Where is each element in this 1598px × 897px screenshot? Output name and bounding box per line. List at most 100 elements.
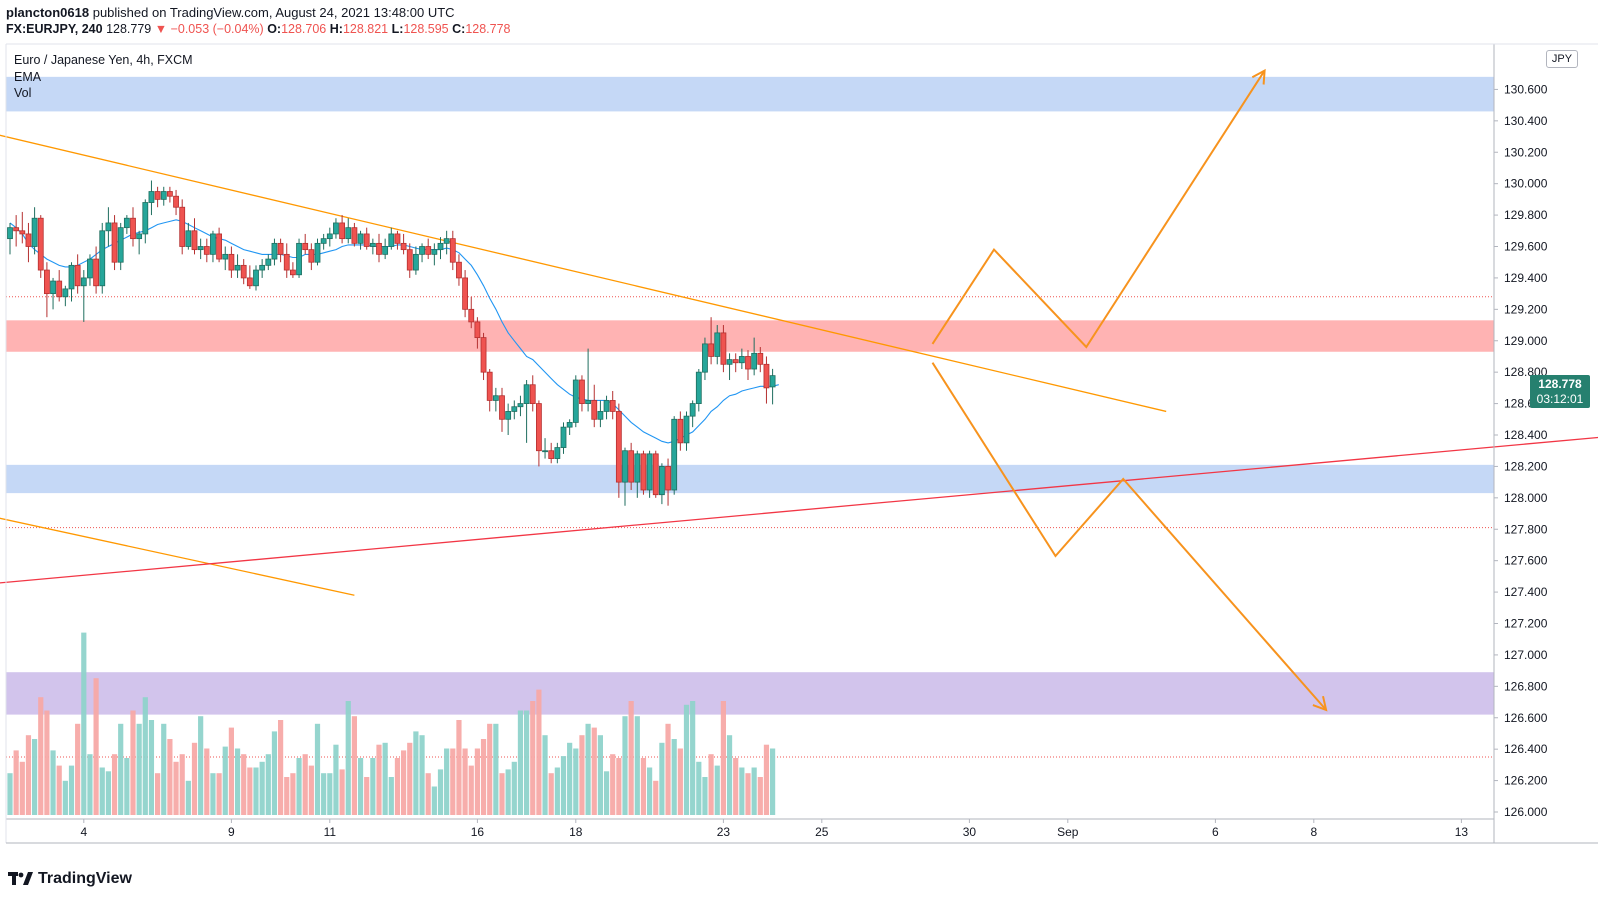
legend-ema[interactable]: EMA (14, 69, 42, 84)
candle-body (44, 269, 50, 295)
volume-bar (720, 701, 726, 815)
candle-body (665, 466, 671, 491)
volume-bar (751, 767, 757, 815)
candle-body (320, 238, 327, 244)
y-tick-label: 129.600 (1504, 240, 1548, 254)
volume-bar (253, 767, 259, 815)
volume-bar (419, 735, 425, 815)
volume-bar (708, 754, 714, 815)
candle-body (763, 363, 770, 389)
volume-bar (677, 748, 683, 815)
y-tick-label: 130.400 (1504, 114, 1548, 128)
currency-button[interactable]: JPY (1546, 50, 1578, 68)
badge-price: 128.778 (1538, 377, 1582, 391)
tradingview-logo[interactable]: TradingView (8, 870, 132, 888)
volume-bar (659, 742, 665, 815)
candle-body (13, 227, 20, 232)
volume-bar (370, 758, 376, 815)
candle-body (769, 375, 776, 388)
candle-body (326, 233, 333, 240)
volume-bar (25, 735, 32, 815)
y-tick-label: 129.200 (1504, 302, 1548, 316)
published-text: published on TradingView.com, August 24,… (92, 5, 455, 20)
candle-body (529, 384, 536, 404)
candle-body (25, 233, 32, 247)
volume-bar (87, 754, 93, 815)
volume-bar (585, 723, 591, 815)
quote-line: FX:EURJPY, 240 128.779 ▼ −0.053 (−0.04%)… (6, 22, 511, 36)
volume-bar (357, 758, 364, 815)
candle-body (628, 450, 635, 483)
volume-bar (468, 765, 474, 815)
y-tick-label: 127.800 (1504, 522, 1548, 536)
legend-vol[interactable]: Vol (14, 86, 32, 100)
x-tick-label: 6 (1212, 825, 1219, 839)
volume-bar (603, 771, 610, 815)
candle-body (702, 343, 708, 373)
candle-body (296, 242, 302, 276)
publisher-name[interactable]: plancton0618 (6, 5, 90, 20)
y-tick-label: 130.000 (1504, 177, 1548, 191)
volume-bar (99, 767, 105, 815)
candle-body (308, 249, 315, 263)
candle-body (609, 400, 616, 412)
candle-body (708, 343, 714, 357)
volume-bar (259, 761, 265, 815)
volume-bar (75, 723, 81, 815)
candle-body (634, 453, 641, 483)
volume-bar (308, 765, 314, 815)
high-label: H: (329, 22, 343, 36)
volume-bar (757, 777, 763, 815)
trendline-1 (0, 517, 355, 596)
volume-bar (38, 697, 44, 815)
candle-body (394, 233, 401, 244)
candle-body (449, 238, 456, 263)
volume-bar (155, 773, 161, 815)
open-value: 128.706 (281, 22, 327, 36)
last-price-badge: 128.778 03:12:01 (1530, 375, 1590, 408)
y-tick-label: 128.400 (1504, 428, 1548, 442)
candle-body (566, 422, 573, 428)
candle-body (437, 242, 444, 251)
legend-title[interactable]: Euro / Japanese Yen, 4h, FXCM (14, 53, 193, 67)
volume-bar (198, 716, 204, 815)
x-tick-label: 11 (324, 825, 337, 839)
dotted-levels-layer (6, 296, 1494, 758)
candle-body (714, 332, 721, 357)
candle-body (646, 453, 653, 491)
volume-bar (376, 744, 382, 815)
volume-bar (499, 773, 505, 815)
tradingview-logo-icon (8, 872, 33, 885)
volume-bar (690, 701, 696, 815)
candle-body (345, 227, 352, 240)
volume-bar (714, 765, 720, 815)
candle-body (425, 246, 432, 255)
volume-bar (622, 716, 628, 815)
volume-bar (505, 769, 511, 815)
volume-bar (302, 754, 308, 815)
candle-body (50, 280, 56, 295)
symbol-label[interactable]: FX:EURJPY, 240 (6, 22, 103, 36)
volume-bar (118, 723, 124, 815)
candle-body (283, 253, 290, 271)
candle-body (74, 264, 81, 287)
volume-bar (634, 716, 640, 815)
candle-body (80, 277, 87, 287)
candle-body (462, 277, 469, 310)
candle-body (572, 379, 579, 423)
volume-bar (339, 769, 345, 815)
candle-body (216, 233, 223, 260)
candle-body (265, 258, 272, 266)
volume-bar (185, 780, 191, 815)
publish-line: plancton0618 published on TradingView.co… (6, 5, 455, 20)
volume-bar (640, 758, 647, 815)
volume-bar (696, 761, 702, 815)
candle-body (369, 242, 376, 247)
candle-body (93, 258, 99, 287)
volume-bar (425, 773, 431, 815)
candle-body (148, 191, 155, 203)
volume-bar (413, 731, 419, 815)
candle-body (579, 379, 585, 404)
volume-bar (450, 748, 456, 815)
